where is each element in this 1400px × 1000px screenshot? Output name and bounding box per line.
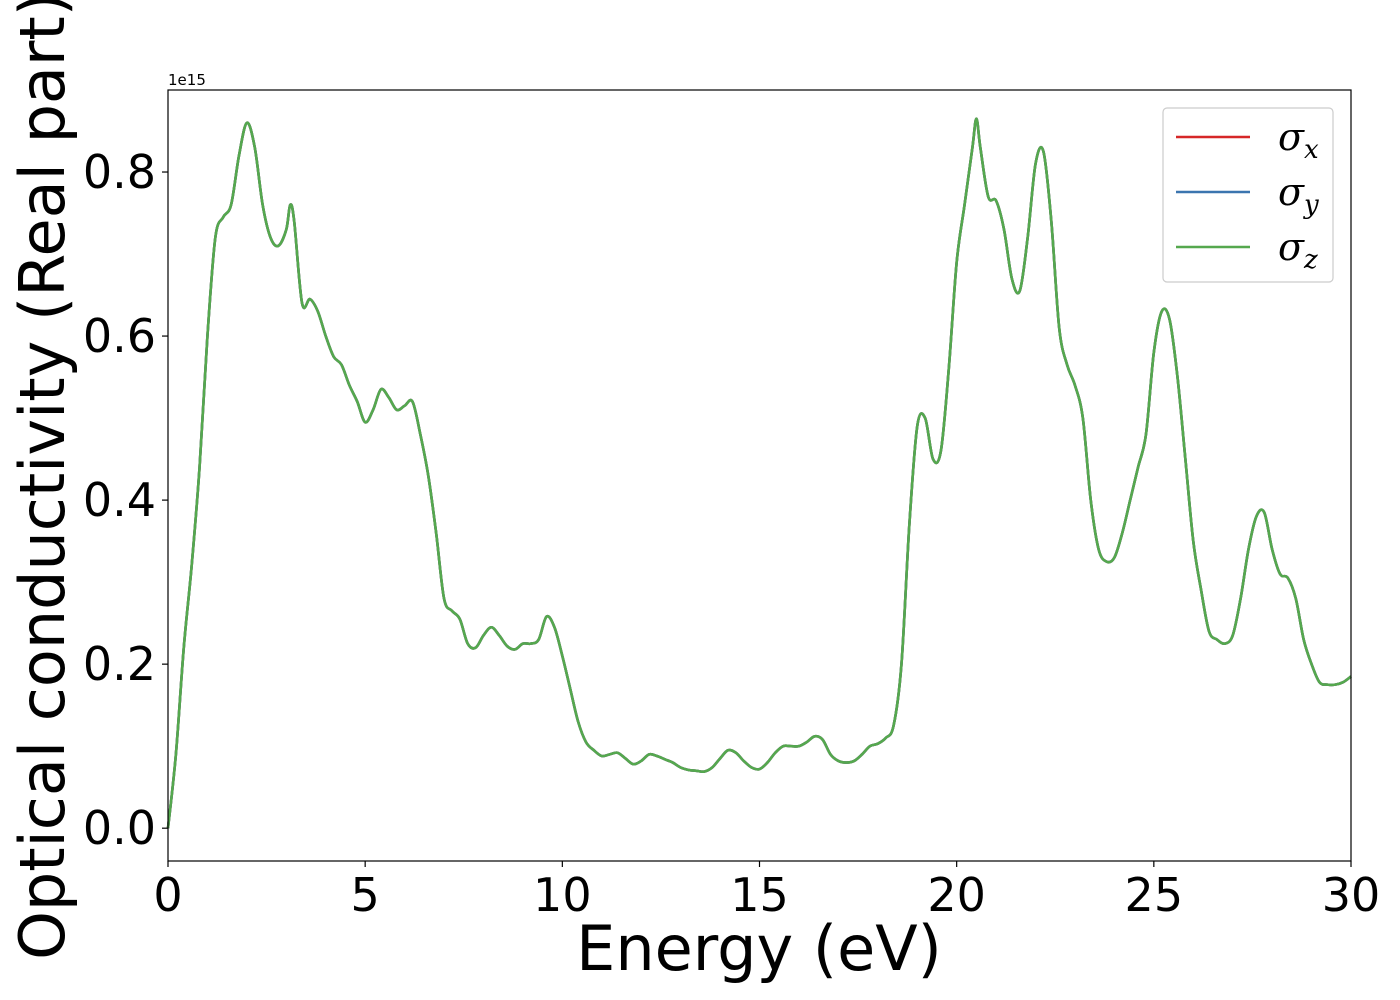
y-tick-label: 0.4 — [83, 473, 156, 527]
x-tick-label: 20 — [927, 868, 986, 922]
y-offset-label: 1e15 — [168, 71, 206, 89]
x-tick-label: 0 — [153, 868, 182, 922]
x-tick-label: 5 — [351, 868, 380, 922]
y-tick-label: 0.6 — [83, 309, 156, 363]
series-line-z — [166, 117, 1352, 829]
x-axis-ticks: 0 5 10 15 20 25 30 — [153, 861, 1380, 922]
x-tick-label: 25 — [1125, 868, 1184, 922]
y-axis-title: Optical conductivity (Real part) — [6, 0, 79, 960]
x-axis-title: Energy (eV) — [576, 912, 942, 985]
x-tick-label: 10 — [533, 868, 592, 922]
y-tick-label: 0.2 — [83, 637, 156, 691]
x-tick-label: 30 — [1322, 868, 1381, 922]
x-tick-label: 15 — [730, 868, 789, 922]
y-tick-label: 0.0 — [83, 801, 156, 855]
series-layer — [166, 117, 1352, 829]
legend-label-z: σz — [1278, 225, 1318, 275]
y-tick-label: 0.8 — [83, 145, 156, 199]
legend-box — [1162, 107, 1334, 283]
y-axis-ticks: 0.0 0.2 0.4 0.6 0.8 — [83, 145, 168, 855]
legend-label-y: σy — [1278, 170, 1319, 220]
legend-label-x: σx — [1278, 115, 1319, 165]
